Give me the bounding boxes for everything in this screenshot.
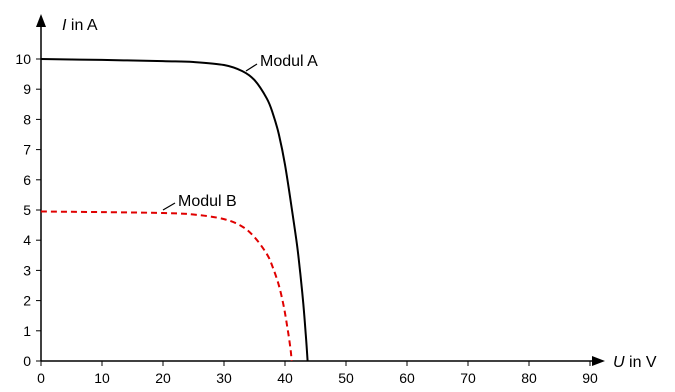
- series: [40, 58, 309, 362]
- y-tick-label: 9: [23, 81, 31, 97]
- x-tick-label: 60: [399, 370, 415, 386]
- y-axis-title: I in A: [62, 17, 98, 34]
- x-axis-arrow: [592, 356, 605, 366]
- y-tick-label: 4: [23, 232, 31, 248]
- x-tick-label: 50: [338, 370, 354, 386]
- axes: [36, 14, 605, 366]
- x-tick-label: 90: [582, 370, 598, 386]
- y-tick-label: 2: [23, 293, 31, 309]
- series-label-modul-a: Modul A: [260, 53, 318, 70]
- series-leader-modul-b: [162, 202, 176, 211]
- y-tick-label: 8: [23, 111, 31, 127]
- ticks: 0 10 20 30 40 50 60 70 80 90 0 1 2 3 4 5 6 7 8 9 10: [15, 51, 598, 386]
- x-tick-label: 0: [37, 370, 45, 386]
- y-tick-label: 3: [23, 262, 31, 278]
- y-tick-label: 5: [23, 202, 31, 218]
- x-tick-label: 30: [216, 370, 232, 386]
- x-tick-label: 20: [155, 370, 171, 386]
- y-tick-label: 10: [15, 51, 31, 67]
- y-tick-label: 6: [23, 172, 31, 188]
- y-tick-label: 1: [23, 323, 31, 339]
- x-tick-label: 10: [94, 370, 110, 386]
- x-tick-label: 40: [277, 370, 293, 386]
- y-tick-label: 0: [23, 353, 31, 369]
- x-tick-label: 70: [460, 370, 476, 386]
- x-axis-title: U in V: [613, 354, 657, 371]
- y-tick-label: 7: [23, 142, 31, 158]
- y-axis-arrow: [36, 14, 46, 27]
- x-tick-label: 80: [521, 370, 537, 386]
- series-line-modul-b: [40, 210, 293, 362]
- series-leader-modul-a: [245, 63, 258, 72]
- labels: I in A U in V Modul A Modul B: [62, 17, 657, 371]
- series-line-modul-a: [40, 58, 309, 362]
- series-label-modul-b: Modul B: [178, 193, 237, 210]
